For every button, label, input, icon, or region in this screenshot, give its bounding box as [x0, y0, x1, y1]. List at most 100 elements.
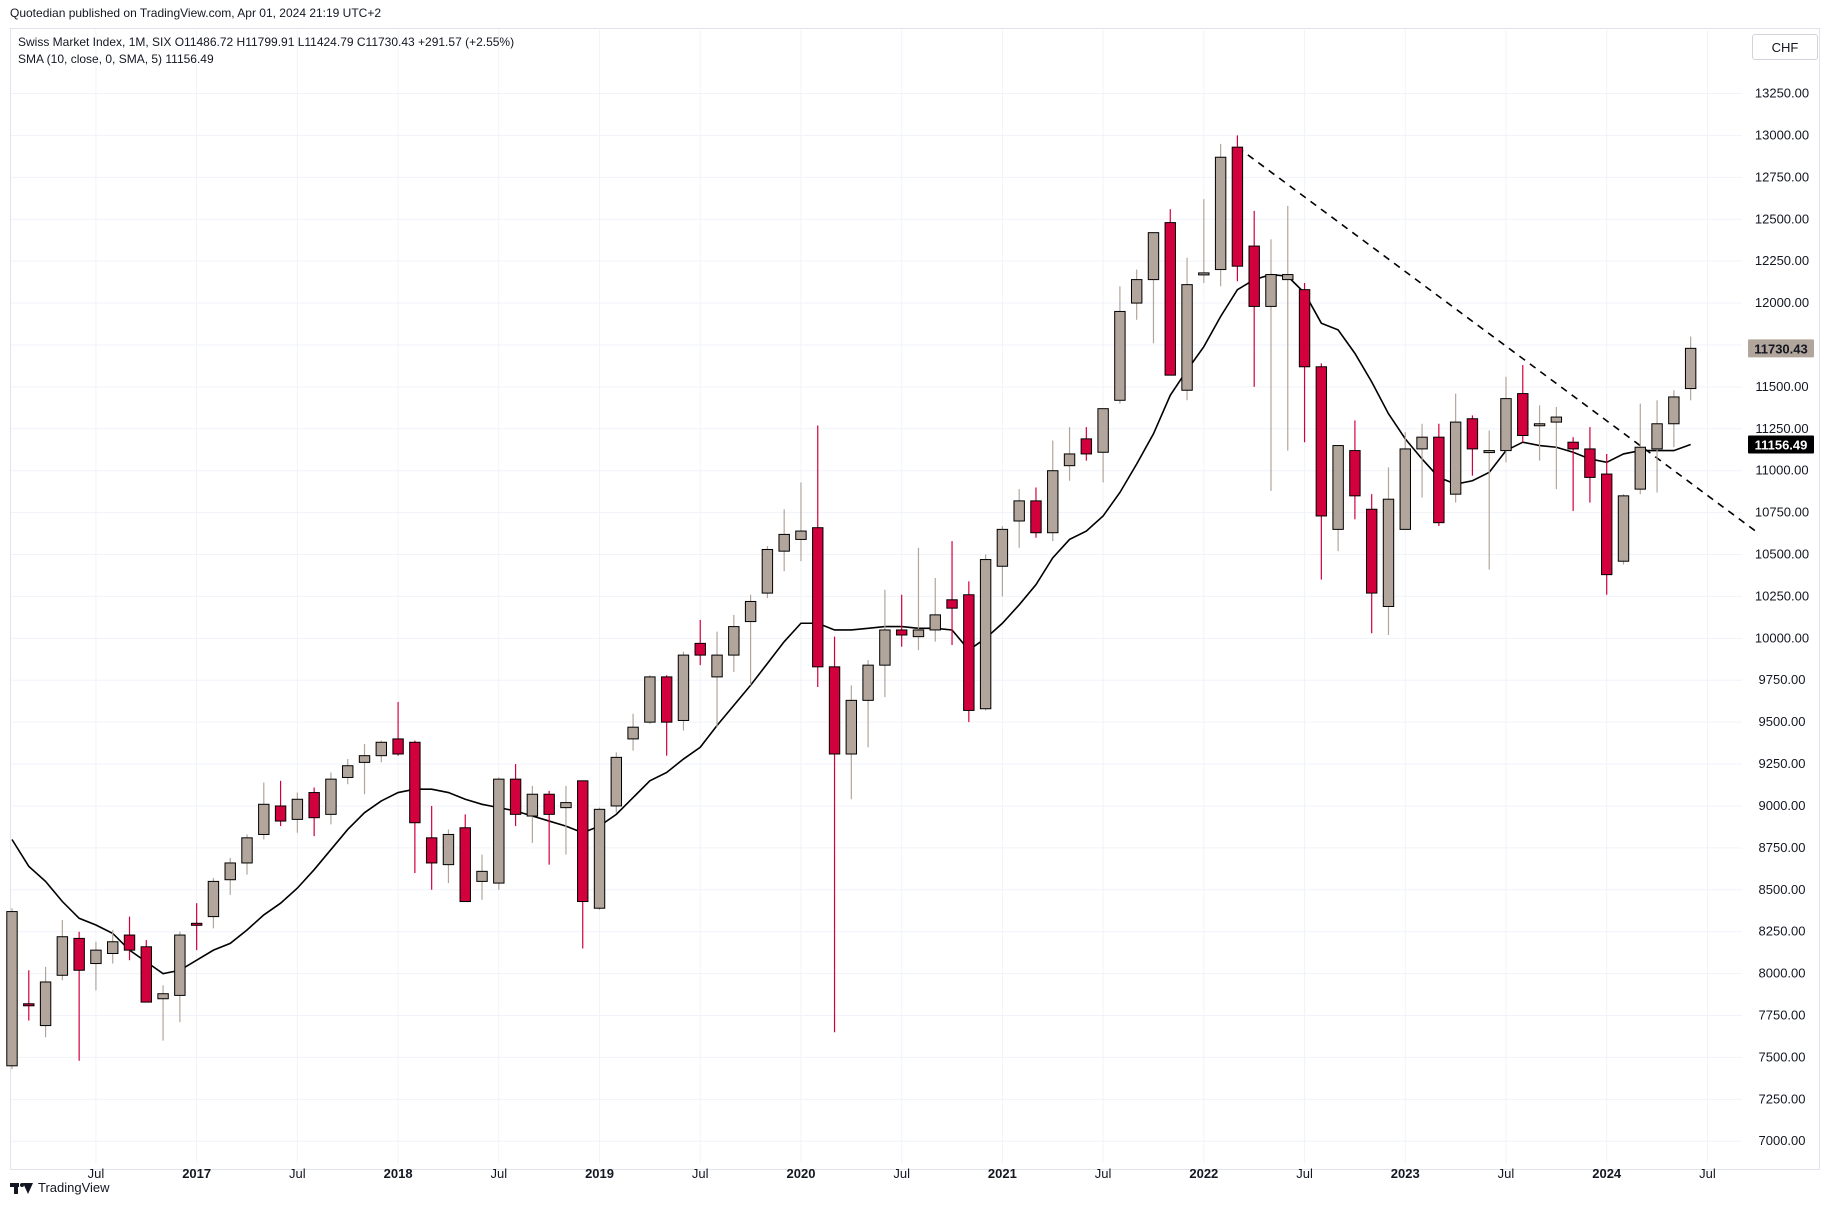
- candle[interactable]: [1550, 407, 1563, 490]
- candle[interactable]: [677, 651, 690, 731]
- candle[interactable]: [577, 780, 589, 949]
- candle[interactable]: [23, 970, 35, 1021]
- candle[interactable]: [325, 772, 337, 825]
- candle[interactable]: [644, 675, 656, 724]
- candle[interactable]: [1651, 400, 1663, 493]
- candle[interactable]: [543, 790, 555, 865]
- candle[interactable]: [174, 931, 186, 1023]
- candle[interactable]: [1449, 393, 1462, 503]
- candle[interactable]: [1164, 209, 1176, 376]
- candle[interactable]: [1601, 453, 1613, 595]
- candle[interactable]: [140, 940, 152, 1003]
- candle[interactable]: [1483, 430, 1495, 570]
- candle[interactable]: [728, 614, 740, 672]
- candle[interactable]: [1433, 423, 1445, 527]
- candle[interactable]: [879, 589, 891, 698]
- candle[interactable]: [224, 857, 236, 895]
- candle[interactable]: [963, 581, 975, 723]
- candle[interactable]: [946, 541, 958, 646]
- candle[interactable]: [912, 547, 925, 651]
- candle[interactable]: [1668, 390, 1680, 448]
- candle[interactable]: [1332, 445, 1344, 552]
- candle[interactable]: [1063, 427, 1076, 481]
- candle[interactable]: [895, 594, 908, 647]
- candle[interactable]: [1349, 420, 1361, 520]
- candle[interactable]: [1231, 135, 1244, 282]
- candle[interactable]: [39, 966, 52, 1038]
- candle[interactable]: [207, 878, 220, 929]
- candle[interactable]: [1248, 210, 1260, 387]
- candle[interactable]: [258, 782, 270, 840]
- candle[interactable]: [996, 526, 1009, 597]
- candle[interactable]: [711, 631, 723, 728]
- candle[interactable]: [610, 752, 623, 813]
- candle[interactable]: [1013, 489, 1025, 548]
- candle[interactable]: [1265, 239, 1277, 491]
- candle[interactable]: [694, 619, 706, 666]
- candle[interactable]: [1533, 405, 1546, 461]
- candle[interactable]: [274, 780, 287, 827]
- candle[interactable]: [1181, 257, 1193, 401]
- candle[interactable]: [56, 919, 69, 981]
- candle[interactable]: [107, 930, 119, 964]
- price-axis[interactable]: 7000.00 7250.00 7500.00 7750.00 8000.00 8250.…: [1755, 86, 1809, 1149]
- candle[interactable]: [845, 685, 858, 800]
- candle[interactable]: [90, 941, 102, 991]
- candle[interactable]: [375, 740, 388, 763]
- candle[interactable]: [560, 785, 572, 855]
- sma-line[interactable]: [11, 273, 1691, 975]
- candle[interactable]: [509, 764, 522, 827]
- candle[interactable]: [493, 777, 505, 890]
- candle[interactable]: [1198, 199, 1210, 283]
- candle[interactable]: [1567, 437, 1579, 511]
- candle[interactable]: [761, 546, 774, 599]
- candle[interactable]: [358, 743, 371, 795]
- candle[interactable]: [1214, 143, 1227, 287]
- candle[interactable]: [73, 931, 85, 1061]
- candle[interactable]: [1517, 365, 1529, 443]
- candle[interactable]: [190, 903, 203, 951]
- candle[interactable]: [1114, 286, 1126, 404]
- currency-label[interactable]: CHF: [1752, 34, 1818, 60]
- candle[interactable]: [392, 702, 404, 756]
- candle[interactable]: [1382, 467, 1395, 635]
- candle[interactable]: [812, 425, 824, 687]
- time-axis[interactable]: Jul 2017 Jul 2018 Jul 2019 Jul 2020 Jul 2021 Jul 20…: [88, 1166, 1716, 1181]
- candle[interactable]: [778, 509, 790, 572]
- candle[interactable]: [1147, 232, 1160, 344]
- candle[interactable]: [1298, 282, 1311, 443]
- candle[interactable]: [1315, 363, 1328, 580]
- candle[interactable]: [1030, 487, 1042, 538]
- candle[interactable]: [660, 675, 673, 756]
- candle[interactable]: [425, 805, 438, 890]
- candle[interactable]: [308, 787, 320, 837]
- candle[interactable]: [862, 660, 874, 748]
- candle[interactable]: [526, 785, 539, 843]
- candle[interactable]: [1282, 205, 1294, 451]
- candle[interactable]: [1130, 269, 1143, 320]
- candle[interactable]: [744, 594, 757, 686]
- candle[interactable]: [409, 740, 421, 874]
- candle[interactable]: [157, 985, 169, 1041]
- candle[interactable]: [476, 854, 488, 900]
- candle[interactable]: [1617, 494, 1630, 565]
- candle[interactable]: [795, 482, 807, 562]
- candle[interactable]: [1634, 403, 1646, 495]
- candle[interactable]: [1500, 376, 1512, 463]
- candle[interactable]: [1584, 427, 1596, 503]
- candle[interactable]: [1466, 415, 1479, 476]
- candle[interactable]: [929, 577, 941, 642]
- candle[interactable]: [828, 636, 841, 1033]
- candle[interactable]: [1684, 336, 1697, 401]
- candle[interactable]: [291, 792, 304, 833]
- candle[interactable]: [241, 834, 253, 875]
- candle[interactable]: [1399, 432, 1411, 530]
- candle[interactable]: [1047, 440, 1059, 542]
- candle[interactable]: [593, 807, 606, 910]
- candle[interactable]: [1097, 408, 1109, 483]
- candle[interactable]: [1365, 494, 1378, 634]
- candle[interactable]: [1416, 423, 1428, 498]
- candle[interactable]: [123, 916, 136, 961]
- candle[interactable]: [442, 829, 455, 884]
